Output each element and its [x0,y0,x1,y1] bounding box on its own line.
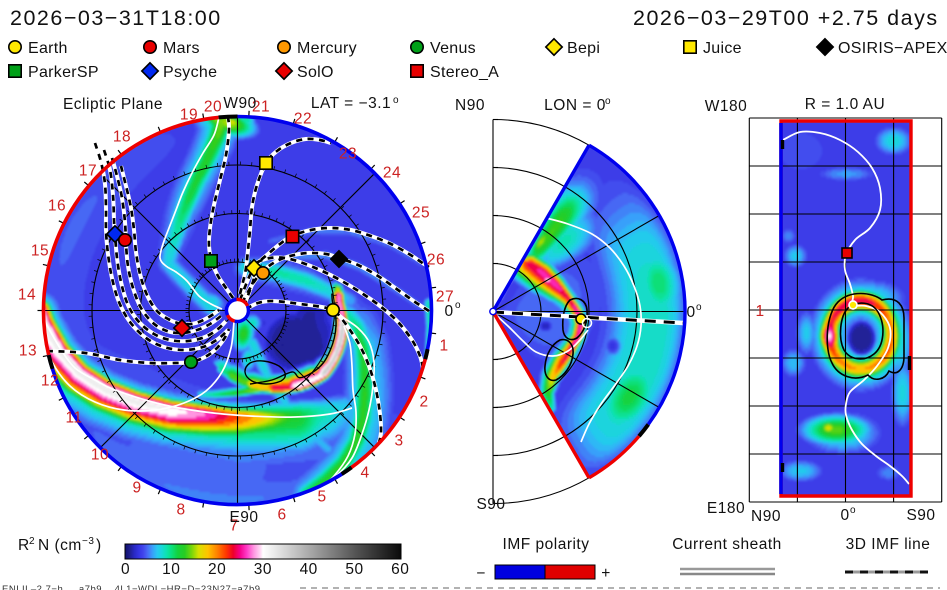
svg-text:IMF polarity: IMF polarity [503,536,590,553]
svg-text:20: 20 [204,99,222,116]
svg-text:40: 40 [300,561,318,578]
svg-text:1: 1 [755,303,764,320]
svg-text:24: 24 [383,165,401,182]
svg-text:+: + [601,565,611,582]
svg-text:Bepi: Bepi [567,40,600,57]
svg-text:0: 0 [444,303,453,320]
svg-text:3: 3 [394,433,403,450]
svg-text:20: 20 [208,561,226,578]
svg-text:E180: E180 [707,500,745,517]
svg-text:o: o [455,300,461,311]
svg-text:−: − [476,565,486,582]
svg-text:N90: N90 [455,97,485,114]
svg-text:0: 0 [840,507,849,524]
svg-text:27: 27 [436,289,454,306]
svg-text:2: 2 [29,536,35,547]
svg-text:N (cm: N (cm [38,537,82,554]
svg-text:2026−03−29T00 +2.75 days: 2026−03−29T00 +2.75 days [633,6,939,30]
svg-text:2: 2 [419,394,428,411]
svg-text:ENLIL–2.7−h a7b9 4L1−WD: ENLIL–2.7−h a7b9 4L1−WDL−HR−D−23N27−a7b9 [2,584,261,590]
svg-text:11: 11 [65,410,82,427]
svg-text:S90: S90 [476,496,505,513]
svg-text:60: 60 [391,561,409,578]
svg-text:N90: N90 [751,508,781,525]
svg-text:10: 10 [162,561,180,578]
svg-text:Current sheath: Current sheath [672,536,782,553]
svg-text:30: 30 [254,561,272,578]
svg-text:17: 17 [79,163,97,180]
svg-text:R: R [18,537,30,554]
svg-text:Venus: Venus [430,40,476,57]
svg-text:3D IMF line: 3D IMF line [846,536,931,553]
svg-text:15: 15 [31,243,49,260]
svg-text:o: o [696,302,702,313]
svg-text:Mars: Mars [163,40,200,57]
svg-text:9: 9 [132,480,141,497]
svg-text:21: 21 [252,99,270,116]
svg-text:o: o [393,95,399,106]
svg-text:23: 23 [339,146,357,163]
svg-text:18: 18 [113,129,131,146]
svg-text:10: 10 [91,447,109,464]
svg-text:5: 5 [317,489,326,506]
svg-text:): ) [96,537,102,554]
svg-text:ParkerSP: ParkerSP [28,64,99,81]
svg-text:W90: W90 [223,95,256,112]
svg-text:OSIRIS−APEX: OSIRIS−APEX [838,40,947,57]
svg-text:Stereo_A: Stereo_A [430,64,499,81]
svg-text:2026−03−31T18:00: 2026−03−31T18:00 [10,6,222,30]
svg-text:26: 26 [427,252,445,269]
svg-text:1: 1 [439,338,448,355]
svg-text:LAT = −3.1: LAT = −3.1 [311,95,391,112]
svg-text:Ecliptic Plane: Ecliptic Plane [63,96,163,113]
svg-text:Psyche: Psyche [163,64,217,81]
svg-text:E90: E90 [229,509,258,526]
svg-text:16: 16 [48,198,66,215]
svg-text:−3: −3 [82,536,94,547]
svg-text:22: 22 [294,111,312,128]
svg-text:Earth: Earth [28,40,68,57]
svg-text:Juice: Juice [703,40,742,57]
svg-text:o: o [605,96,611,107]
svg-text:0: 0 [121,561,130,578]
svg-text:o: o [850,505,856,516]
svg-text:50: 50 [345,561,363,578]
svg-text:25: 25 [412,205,430,222]
svg-text:S90: S90 [906,507,935,524]
svg-text:LON = 0: LON = 0 [544,97,606,114]
svg-text:R = 1.0 AU: R = 1.0 AU [805,96,885,113]
svg-text:Mercury: Mercury [297,40,357,57]
svg-text:14: 14 [18,287,36,304]
svg-text:19: 19 [180,107,198,124]
svg-text:7: 7 [229,518,238,535]
svg-text:12: 12 [41,373,59,390]
svg-text:6: 6 [277,507,286,524]
svg-text:4: 4 [360,465,369,482]
svg-text:8: 8 [176,502,185,519]
svg-text:SolO: SolO [297,64,334,81]
svg-text:W180: W180 [705,98,748,115]
svg-text:0: 0 [686,304,695,321]
svg-text:13: 13 [19,343,37,360]
